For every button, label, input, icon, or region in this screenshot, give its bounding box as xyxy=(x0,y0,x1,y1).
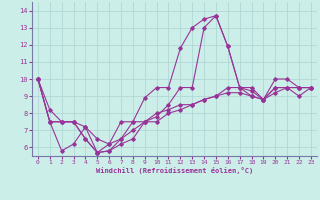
X-axis label: Windchill (Refroidissement éolien,°C): Windchill (Refroidissement éolien,°C) xyxy=(96,167,253,174)
